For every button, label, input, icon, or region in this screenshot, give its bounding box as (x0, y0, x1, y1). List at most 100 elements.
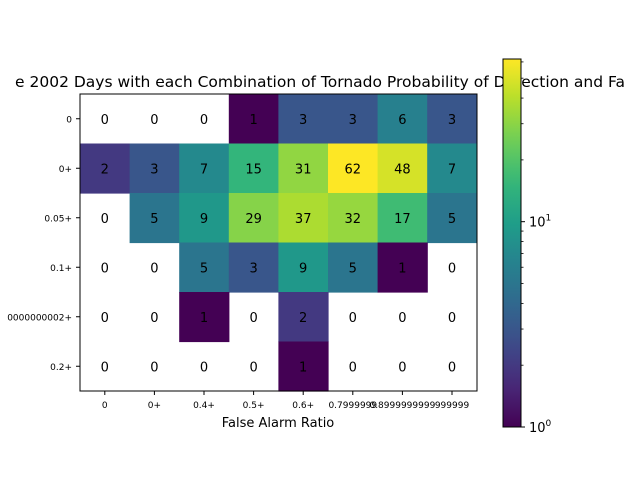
x-tick-label: 0 (102, 401, 108, 411)
heatmap-cell (278, 242, 329, 293)
cell-value-label: 0 (448, 311, 456, 326)
cell-value-label: 7 (200, 162, 208, 177)
x-tick-label: 999999 (435, 401, 470, 411)
cell-value-label: 7 (448, 162, 456, 177)
cell-value-label: 3 (299, 113, 307, 128)
heatmap-cell (179, 143, 230, 194)
cell-value-label: 48 (394, 162, 411, 177)
heatmap-cell (278, 193, 329, 244)
heatmap-cell (228, 242, 279, 293)
x-tick-label: 0.4+ (193, 401, 215, 411)
cell-value-label: 62 (345, 162, 362, 177)
cell-value-label: 9 (299, 261, 307, 276)
heatmap-cell (278, 341, 329, 392)
heatmap-cell (427, 94, 478, 145)
heatmap-cell (129, 193, 180, 244)
cell-value-label: 17 (394, 212, 411, 227)
x-axis-label: False Alarm Ratio (222, 416, 335, 431)
y-tick-label: 0.2+ (50, 363, 72, 373)
plot-frame (79, 93, 478, 392)
cell-value-label: 3 (150, 162, 158, 177)
chart-title: e 2002 Days with each Combination of Tor… (15, 73, 625, 91)
cell-value-label: 3 (249, 261, 257, 276)
colorbar (502, 58, 522, 428)
cell-value-label: 1 (249, 113, 257, 128)
cell-value-label: 0 (398, 311, 406, 326)
cell-value-label: 3 (349, 113, 357, 128)
cell-value-label: 32 (345, 212, 362, 227)
cell-value-label: 2 (101, 162, 109, 177)
colorbar-ticks: 100 101 (521, 61, 552, 436)
y-tick-label: 0 (66, 115, 72, 125)
heatmap-cell (179, 193, 230, 244)
heatmap-cell (328, 94, 379, 145)
cell-value-label: 29 (245, 212, 262, 227)
cell-value-label: 0 (200, 360, 208, 375)
heatmap-cell (179, 242, 230, 293)
cell-value-label: 0 (349, 360, 357, 375)
cell-value-label: 0 (398, 360, 406, 375)
heatmap-cell (278, 143, 329, 194)
heatmap-cell (377, 143, 428, 194)
heatmap-cell (228, 143, 279, 194)
colorbar-tick-label: 100 (529, 419, 552, 436)
cell-value-label: 9 (200, 212, 208, 227)
cell-value-label: 0 (249, 360, 257, 375)
heatmap-cell (377, 193, 428, 244)
cell-value-label: 6 (398, 113, 406, 128)
x-tick-label: 0.6+ (292, 401, 314, 411)
heatmap-cell (80, 143, 131, 194)
cell-value-label: 0 (200, 113, 208, 128)
cell-value-label: 0 (349, 311, 357, 326)
heatmap-cell (377, 94, 428, 145)
colorbar-tick-label: 101 (529, 214, 551, 231)
cell-value-label: 1 (398, 261, 406, 276)
heatmap-cell (427, 143, 478, 194)
cell-labels: 0 0 0 1 3 3 6 32 3 7 15 31 62 48 70 5 9 29 37 32 17 50 0 5 3 9 5 1 0… (101, 113, 456, 376)
cell-value-label: 31 (295, 162, 312, 177)
cell-value-label: 15 (245, 162, 262, 177)
cell-value-label: 0 (150, 261, 158, 276)
cell-value-label: 0 (101, 113, 109, 128)
cell-value-label: 0 (448, 360, 456, 375)
cell-value-label: 5 (200, 261, 208, 276)
cell-value-label: 0 (101, 311, 109, 326)
heatmap-cell (179, 292, 230, 343)
cell-value-label: 0 (150, 113, 158, 128)
x-tick-label: 0.8999999999 (369, 401, 435, 411)
heatmap-cell (278, 94, 329, 145)
y-tick-label: 0000000002+ (7, 313, 72, 323)
cell-value-label: 0 (448, 261, 456, 276)
cell-value-label: 5 (448, 212, 456, 227)
cell-value-label: 0 (101, 212, 109, 227)
cell-value-label: 1 (200, 311, 208, 326)
heatmap-cell (328, 143, 379, 194)
heatmap-cell (129, 143, 180, 194)
cell-value-label: 1 (299, 360, 307, 375)
cell-value-label: 0 (249, 311, 257, 326)
x-tick-label: 0.7999999 (328, 401, 377, 411)
heatmap-cell (377, 242, 428, 293)
cell-value-label: 5 (349, 261, 357, 276)
y-tick-label: 0+ (59, 165, 72, 175)
cell-value-label: 0 (101, 360, 109, 375)
cell-value-label: 0 (101, 261, 109, 276)
heatmap-cell (228, 193, 279, 244)
cell-value-label: 0 (150, 311, 158, 326)
cell-value-label: 5 (150, 212, 158, 227)
cell-value-label: 2 (299, 311, 307, 326)
y-axis: 0 0+ 0.05+ 0.1+ 0000000002+ 0.2+ (7, 115, 80, 373)
heatmap-cell (228, 94, 279, 145)
x-tick-label: 0.5+ (243, 401, 265, 411)
heatmap-cell (328, 242, 379, 293)
cell-value-label: 37 (295, 212, 312, 227)
heatmap-cell (427, 193, 478, 244)
y-tick-label: 0.05+ (44, 214, 72, 224)
cell-value-label: 0 (150, 360, 158, 375)
heatmap-cell (328, 193, 379, 244)
heatmap-cells (80, 94, 478, 392)
cell-value-label: 3 (448, 113, 456, 128)
heatmap-cell (278, 292, 329, 343)
